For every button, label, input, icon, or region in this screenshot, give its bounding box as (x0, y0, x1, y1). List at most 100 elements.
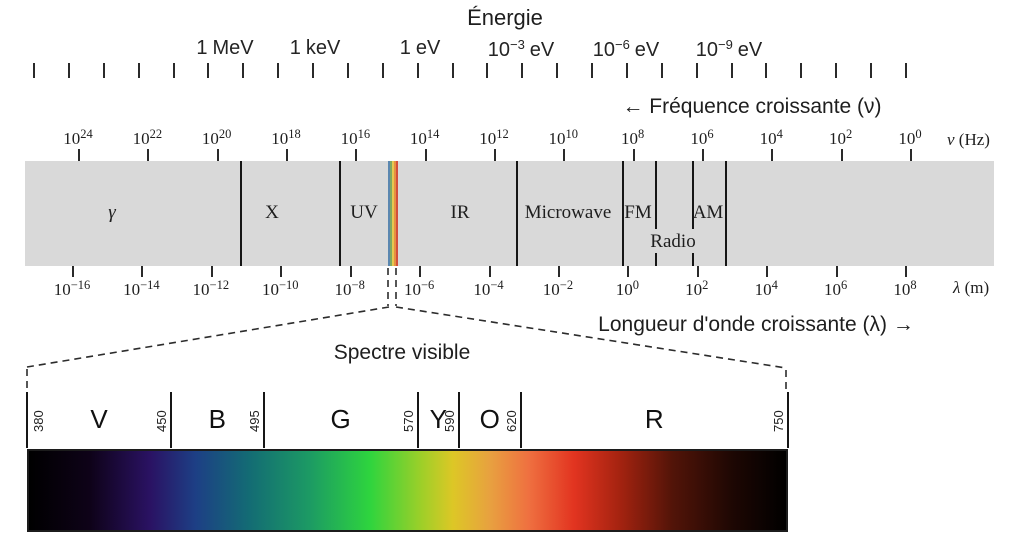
wavelength-unit-label: λ (m) (953, 278, 989, 298)
wavelength-tick (835, 266, 838, 277)
visible-boundary-nm-label: 450 (153, 410, 169, 432)
wavelength-tick (627, 266, 630, 277)
lambda-symbol: λ (953, 278, 961, 297)
frequency-tick-label: 1024 (63, 127, 93, 148)
wavelength-tick (488, 266, 491, 277)
wavelength-tick-label: 10−8 (334, 278, 365, 299)
wavelength-tick (905, 266, 908, 277)
wavelength-increasing-caption: Longueur d'onde croissante (λ) → (598, 313, 914, 336)
energy-tick (172, 63, 175, 78)
energy-tick (416, 63, 419, 78)
frequency-tick-label: 106 (690, 127, 714, 148)
wavelength-unit-text: (m) (960, 278, 990, 297)
band-region-label: AM (692, 202, 724, 223)
frequency-tick-label: 1010 (548, 127, 579, 148)
energy-tick (102, 63, 105, 78)
frequency-tick-label: 100 (898, 127, 922, 148)
energy-tick (242, 63, 245, 78)
wavelength-tick-label: 10−6 (403, 278, 435, 299)
frequency-tick (355, 149, 358, 161)
band-divider (622, 161, 624, 266)
wavelength-tick (557, 266, 560, 277)
visible-segment-letter: B (208, 404, 226, 434)
visible-segment-letter: O (479, 404, 500, 434)
wavelength-tick-label: 100 (615, 278, 639, 299)
frequency-tick-label: 1016 (340, 127, 371, 148)
visible-boundary-nm-label: 380 (31, 410, 46, 432)
wavelength-tick-label: 10−12 (192, 278, 230, 299)
frequency-tick (493, 149, 496, 161)
wavelength-tick (280, 266, 283, 277)
band-region-label: IR (450, 202, 470, 223)
band-region-label: γ (108, 202, 116, 223)
wavelength-tick-label: 10−10 (261, 278, 299, 299)
wavelength-tick (210, 266, 213, 277)
energy-tick (521, 63, 524, 78)
frequency-tick-label: 1012 (479, 127, 509, 148)
frequency-unit-text: (Hz) (954, 130, 990, 149)
em-band (25, 161, 994, 266)
visible-boundary-line (457, 392, 460, 448)
wavelength-tick (696, 266, 699, 277)
frequency-tick (147, 149, 150, 161)
energy-tick-label: 1 keV (289, 37, 341, 59)
wavelength-tick-label: 102 (685, 278, 709, 299)
band-region-label: Microwave (524, 202, 612, 223)
visible-light-stripe (392, 161, 394, 266)
band-divider (339, 161, 341, 266)
visible-boundary-line (169, 392, 172, 448)
band-divider (655, 161, 657, 229)
energy-tick (625, 63, 628, 78)
energy-tick-label: 10−9 eV (695, 37, 763, 61)
energy-tick-label: 10−6 eV (592, 37, 660, 61)
visible-light-stripe (390, 161, 392, 266)
frequency-tick (632, 149, 635, 161)
energy-tick (137, 63, 140, 78)
frequency-unit-label: ν (Hz) (947, 130, 990, 150)
energy-tick (695, 63, 698, 78)
visible-light-stripe (396, 161, 398, 266)
wavelength-tick-label: 10−16 (53, 278, 91, 299)
wavelength-tick-label: 104 (754, 278, 778, 299)
energy-tick (556, 63, 559, 78)
energy-tick (277, 63, 280, 78)
visible-boundary-nm-label: 570 (400, 410, 416, 432)
frequency-tick (424, 149, 427, 161)
energy-tick (730, 63, 733, 78)
energy-tick-label: 10−3 eV (487, 37, 555, 61)
energy-tick (451, 63, 454, 78)
band-region-label: FM (624, 202, 652, 223)
band-region-label: Radio (650, 231, 696, 252)
energy-tick (765, 63, 768, 78)
energy-tick (486, 63, 489, 78)
frequency-tick (909, 149, 912, 161)
frequency-tick (771, 149, 774, 161)
frequency-tick-label: 104 (759, 127, 783, 148)
energy-tick (381, 63, 384, 78)
wavelength-tick (72, 266, 74, 277)
visible-boundary-line (262, 392, 265, 448)
band-region-label: X (265, 202, 279, 223)
energy-tick (207, 63, 210, 78)
frequency-tick (216, 149, 219, 161)
energy-tick (591, 63, 594, 78)
visible-boundary-line (787, 392, 789, 448)
frequency-tick-label: 1018 (271, 127, 301, 148)
wavelength-tick (349, 266, 352, 277)
visible-light-stripe (388, 161, 390, 266)
wavelength-tick-label: 10−4 (473, 278, 504, 299)
frequency-tick-label: 1020 (201, 127, 232, 148)
energy-tick (835, 63, 838, 78)
visible-boundary-nm-label: 495 (246, 410, 262, 432)
frequency-tick-label: 1022 (132, 127, 163, 148)
frequency-tick (285, 149, 288, 161)
energy-tick (660, 63, 663, 78)
energy-tick (905, 63, 907, 78)
visible-segment-letter: G (330, 404, 351, 434)
frequency-tick-label: 1014 (409, 127, 440, 148)
frequency-tick (840, 149, 843, 161)
energy-tick-label: 1 eV (399, 37, 441, 59)
wavelength-tick-label: 106 (823, 278, 848, 299)
visible-boundary-line (519, 392, 522, 448)
